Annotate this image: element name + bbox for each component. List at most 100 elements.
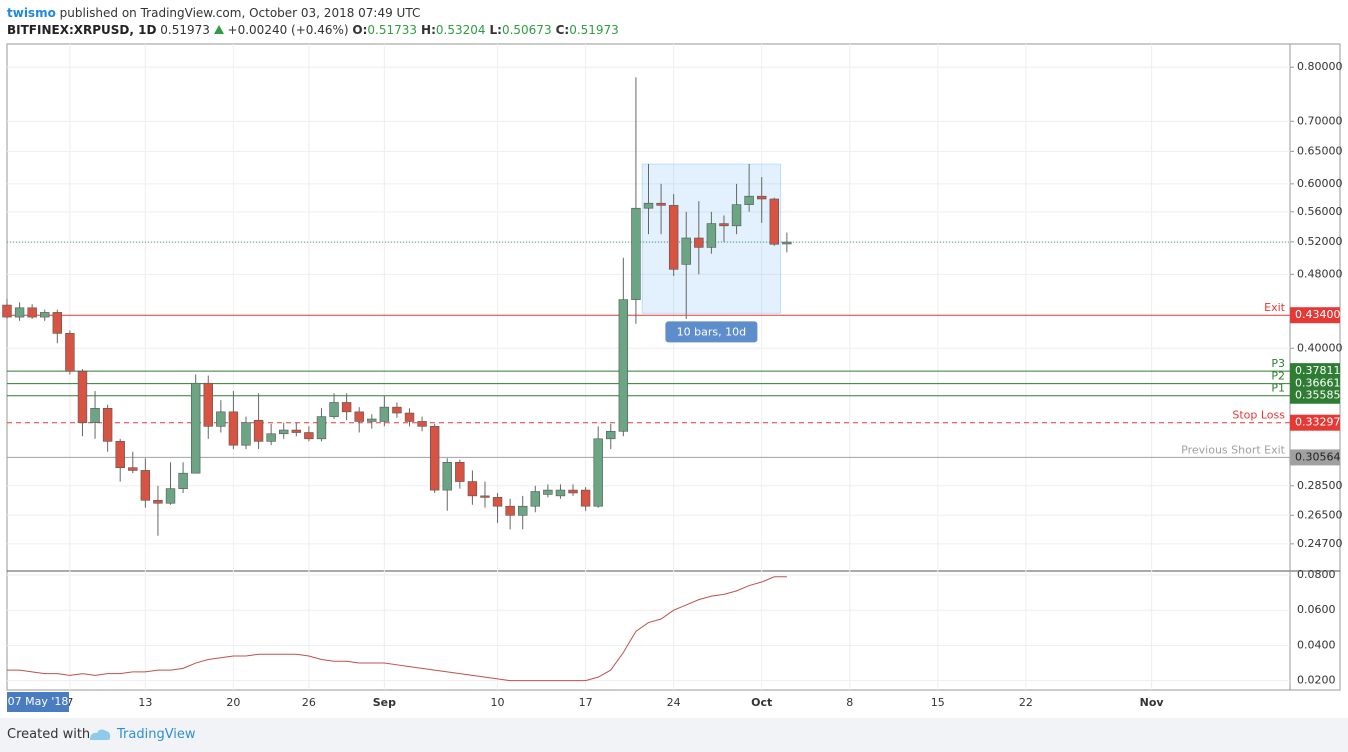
candle-body [480, 495, 490, 498]
y-tick-label: 0.56000 [1297, 205, 1343, 218]
level-price: 0.35585 [1295, 389, 1341, 402]
candle-body [442, 461, 452, 491]
candle-body [291, 429, 302, 433]
level-tag [1290, 363, 1340, 380]
last: 0.51973 [160, 23, 210, 37]
candle-body [593, 438, 603, 507]
range-label-box [665, 321, 758, 343]
brand[interactable]: TradingView [117, 727, 196, 742]
candle-body [769, 198, 779, 245]
candle-body [266, 433, 276, 442]
up-arrow [213, 25, 224, 34]
candle-body [329, 402, 339, 417]
candle-body [153, 499, 163, 504]
candle-body [128, 467, 138, 471]
candle-body [65, 333, 75, 372]
ohlc-label: O: [352, 23, 368, 37]
candle-body [367, 418, 377, 422]
y-tick-label: 0.0400 [1297, 638, 1336, 651]
candle-body [643, 202, 654, 209]
candle-body [404, 412, 415, 422]
level-price: 0.30564 [1295, 450, 1341, 463]
author[interactable]: twismo [7, 6, 56, 20]
candle-body [757, 195, 767, 200]
candle-body [694, 237, 704, 248]
candle-body [341, 402, 352, 413]
candle-body [606, 430, 616, 440]
candle-body [190, 382, 201, 474]
y-tick-label: 0.60000 [1297, 177, 1343, 190]
candle-body [618, 299, 629, 432]
candle-body [782, 241, 792, 245]
x-tick-label: 17 [579, 696, 593, 709]
ohlc-value: 0.51973 [569, 23, 619, 37]
range-label: 10 bars, 10d [677, 325, 746, 338]
level-price: 0.33297 [1295, 416, 1341, 429]
candle-body [429, 426, 440, 491]
level-price: 0.43400 [1295, 308, 1341, 321]
candle-body [530, 491, 540, 507]
y-tick-label: 0.70000 [1297, 114, 1343, 127]
level-name: P3 [1271, 357, 1285, 370]
candle-body [731, 204, 742, 227]
candle-body [90, 407, 100, 423]
publish-line: twismo published on TradingView.com, Oct… [7, 3, 623, 23]
candle-body [568, 489, 578, 494]
y-tick-label: 0.24700 [1297, 537, 1343, 550]
candle-body [14, 307, 25, 318]
candle-body [40, 312, 50, 318]
candle-body [668, 205, 679, 270]
candle-body [656, 202, 666, 206]
candle-body [102, 407, 113, 442]
candle-body [27, 307, 37, 318]
published: published on TradingView.com, October 03… [59, 6, 421, 20]
x-tick-label: 8 [846, 696, 853, 709]
candle-body [140, 470, 151, 501]
cursor-date-box [7, 692, 69, 712]
candle-body [216, 411, 226, 427]
x-tick-label: 22 [1019, 696, 1033, 709]
level-tag [1290, 387, 1340, 404]
y-tick-label: 0.52000 [1297, 235, 1343, 248]
ohlc-label: C: [555, 23, 570, 37]
candle-body [203, 382, 213, 427]
y-tick-label: 0.28500 [1297, 479, 1343, 492]
candle-body [580, 489, 591, 507]
candle-body [165, 488, 176, 504]
level-name: P2 [1271, 370, 1285, 383]
ohlc-value: 0.51733 [367, 23, 418, 37]
x-tick-label: Sep [373, 696, 396, 709]
symbol: BITFINEX:XRPUSD, 1D [7, 23, 157, 37]
candle-body [354, 411, 364, 422]
ohlc-label: L: [489, 23, 502, 37]
candle-body [379, 406, 390, 422]
candle-body [631, 207, 641, 300]
logo [90, 729, 111, 740]
candle-body [505, 505, 515, 516]
ohlc-value: 0.53204 [435, 23, 486, 37]
candle-body [115, 441, 125, 469]
candle-body [253, 419, 264, 442]
candle-body [392, 406, 402, 414]
candle-body [543, 489, 553, 495]
candle-body [2, 304, 12, 318]
candle-body [706, 223, 717, 248]
y-tick-label: 0.0200 [1297, 674, 1336, 687]
candle-body [417, 421, 427, 427]
candle-body [316, 416, 327, 440]
x-tick-label: 20 [226, 696, 240, 709]
candle-body [52, 312, 63, 334]
candle-body [304, 432, 314, 440]
candle-body [719, 223, 729, 227]
candle-body [467, 481, 478, 497]
x-tick-label: 13 [138, 696, 152, 709]
candle-body [555, 489, 566, 497]
y-tick-label: 0.0800 [1297, 568, 1336, 581]
level-name: Previous Short Exit [1181, 443, 1286, 456]
x-tick-label: Oct [751, 696, 772, 709]
candle-body [744, 195, 754, 205]
y-tick-label: 0.0600 [1297, 603, 1336, 616]
y-tick-label: 0.65000 [1297, 144, 1343, 157]
candle-body [518, 505, 528, 516]
